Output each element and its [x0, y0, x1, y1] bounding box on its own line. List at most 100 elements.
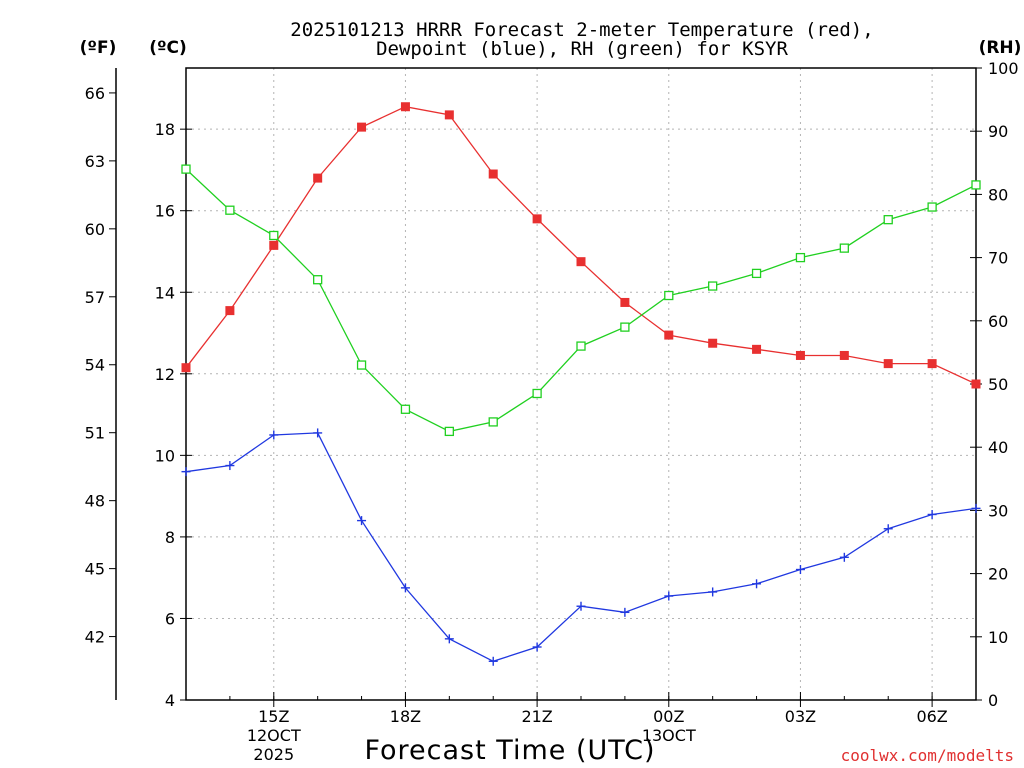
rh-point: [313, 275, 323, 285]
chart-title: 2025101213 HRRR Forecast 2-meter Tempera…: [290, 19, 873, 60]
rh-axis-unit: (RH): [979, 38, 1022, 58]
temperature-point: [225, 306, 235, 316]
celsius-tick-label: 4: [165, 691, 175, 710]
rh-tick-label: 40: [988, 438, 1008, 457]
dewpoint-point: [664, 591, 674, 601]
celsius-tick-label: 18: [155, 120, 175, 139]
x-tick-label: 21Z: [521, 707, 552, 726]
celsius-tick-label: 14: [155, 283, 175, 302]
temperature-point: [708, 338, 718, 348]
rh-tick-label: 70: [988, 249, 1008, 268]
dewpoint-point: [708, 587, 718, 597]
temperature-point: [752, 344, 762, 354]
temperature-point: [971, 379, 981, 389]
rh-tick-label: 80: [988, 185, 1008, 204]
dewpoint-point: [269, 430, 279, 440]
fahrenheit-tick-label: 42: [85, 628, 105, 647]
temperature-series: [181, 102, 981, 389]
x-tick-label: 15Z: [258, 707, 289, 726]
celsius-tick-label: 16: [155, 202, 175, 221]
dewpoint-point: [532, 642, 542, 652]
rh-point: [269, 230, 279, 241]
temperature-point: [532, 214, 542, 224]
temperature-point: [488, 169, 498, 179]
dewpoint-point: [795, 565, 805, 575]
rh-tick-label: 90: [988, 122, 1008, 141]
rh-point: [795, 252, 806, 263]
rh-point: [532, 388, 542, 399]
dewpoint-point: [357, 516, 367, 526]
rh-point: [620, 322, 630, 332]
x-tick-label: 03Z: [785, 707, 816, 726]
rh-point: [400, 404, 411, 414]
celsius-axis-unit: (ºC): [149, 38, 187, 58]
temperature-point: [839, 350, 849, 360]
x-tick-date-label: 2025: [253, 745, 294, 764]
celsius-tick-label: 6: [165, 609, 175, 628]
celsius-tick-label: 12: [155, 365, 175, 384]
dewpoint-point: [576, 601, 586, 611]
dewpoint-line: [185, 432, 977, 663]
dewpoint-point: [400, 583, 410, 593]
rh-point: [181, 164, 191, 174]
temperature-point: [313, 173, 323, 183]
fahrenheit-tick-label: 54: [85, 356, 105, 375]
x-tick-date-label: 12OCT: [247, 726, 301, 745]
rh-point: [971, 180, 981, 190]
x-tick-label: 06Z: [916, 707, 947, 726]
x-tick-label: 18Z: [390, 707, 421, 726]
site-credit: coolwx.com/modelts: [841, 746, 1014, 765]
dewpoint-point: [883, 524, 893, 534]
temperature-point: [357, 122, 367, 132]
fahrenheit-tick-label: 57: [85, 288, 105, 307]
rh-series: [181, 164, 981, 437]
rh-tick-label: 30: [988, 501, 1008, 520]
rh-point: [225, 205, 235, 215]
dewpoint-point: [225, 461, 235, 471]
rh-point: [839, 243, 849, 253]
rh-tick-label: 10: [988, 628, 1008, 647]
fahrenheit-axis-unit: (ºF): [80, 38, 117, 58]
temperature-point: [576, 257, 586, 267]
dewpoint-series: [181, 428, 981, 666]
rh-point: [883, 215, 893, 225]
dewpoint-point: [971, 503, 981, 513]
x-tick-label: 00Z: [653, 707, 684, 726]
data-series: [181, 102, 981, 666]
rh-tick-label: 60: [988, 312, 1008, 331]
celsius-tick-label: 8: [165, 528, 175, 547]
dewpoint-point: [181, 467, 191, 477]
x-tick-date-label: 13OCT: [642, 726, 696, 745]
chart-title-line-2: Dewpoint (blue), RH (green) for KSYR: [376, 38, 788, 60]
temperature-point: [883, 359, 893, 369]
temperature-point: [927, 359, 937, 369]
rh-tick-label: 0: [988, 691, 998, 710]
dewpoint-point: [444, 634, 454, 644]
rh-point: [664, 290, 674, 301]
chart-title-line-1: 2025101213 HRRR Forecast 2-meter Tempera…: [290, 19, 873, 41]
fahrenheit-tick-label: 48: [85, 492, 105, 511]
temperature-point: [620, 297, 630, 307]
fahrenheit-tick-label: 66: [85, 84, 105, 103]
dewpoint-point: [620, 607, 630, 617]
x-axis-title: Forecast Time (UTC): [364, 735, 655, 766]
fahrenheit-tick-label: 45: [85, 560, 105, 579]
rh-tick-label: 100: [988, 59, 1019, 78]
temperature-point: [444, 110, 454, 120]
axes: 4 6 8 10 12 14 16 18 42 45 48 51 54 57 60 63 66 0 10 20 30 40…: [85, 59, 1019, 764]
dewpoint-point: [752, 579, 762, 589]
celsius-tick-label: 10: [155, 446, 175, 465]
fahrenheit-tick-label: 60: [85, 220, 105, 239]
fahrenheit-tick-label: 51: [85, 424, 105, 443]
rh-point: [708, 281, 718, 291]
temperature-point: [181, 363, 191, 373]
rh-line: [185, 168, 977, 433]
dewpoint-point: [313, 428, 323, 438]
rh-tick-label: 20: [988, 565, 1008, 584]
rh-point: [927, 202, 937, 212]
temperature-point: [664, 330, 674, 340]
temperature-point: [400, 102, 410, 112]
temperature-point: [795, 350, 805, 360]
rh-point: [488, 417, 498, 427]
rh-point: [444, 426, 454, 437]
